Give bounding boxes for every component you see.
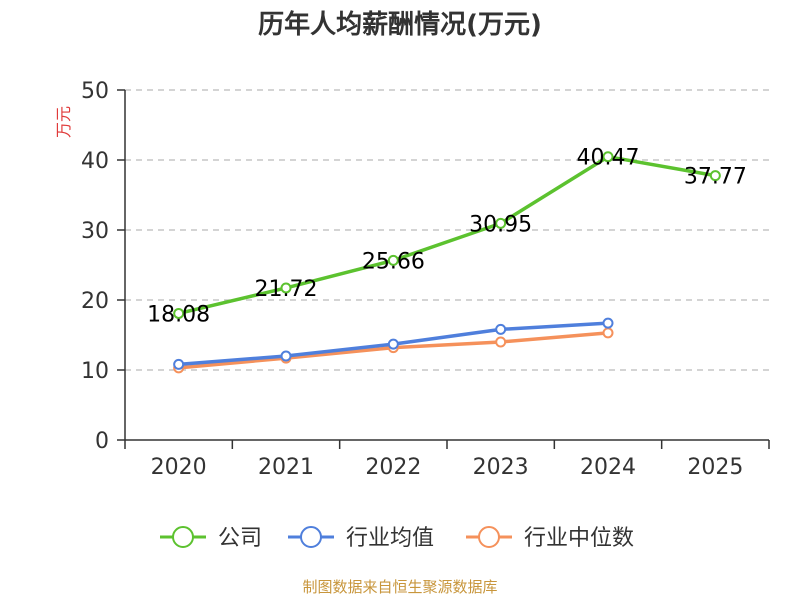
y-axis-label: 万元 xyxy=(54,106,73,138)
data-point xyxy=(387,254,399,266)
data-label: 30.95 xyxy=(469,212,532,237)
data-point xyxy=(709,170,721,182)
y-tick-label: 50 xyxy=(81,79,109,104)
data-label: 40.47 xyxy=(577,146,640,171)
y-tick-label: 20 xyxy=(81,289,109,314)
legend-item[interactable]: 公司 xyxy=(160,526,262,551)
legend-item[interactable]: 行业中位数 xyxy=(466,526,634,551)
data-point xyxy=(173,307,185,319)
data-point xyxy=(280,350,292,362)
data-label: 21.72 xyxy=(255,277,318,302)
x-tick-label: 2025 xyxy=(687,455,743,480)
data-labels: 18.08 21.72 25.66 30.95 40.47 37.77 xyxy=(147,146,747,328)
data-point xyxy=(280,282,292,294)
grid-lines xyxy=(125,89,769,371)
x-tick-label: 2021 xyxy=(258,455,314,480)
legend-item[interactable]: 行业均值 xyxy=(288,526,434,551)
data-point xyxy=(173,358,185,370)
series-2 xyxy=(173,327,614,374)
series-0 xyxy=(173,151,721,319)
axes: 0 10 20 30 40 50 2020 2021 2022 2023 2024 2025 xyxy=(81,79,770,480)
data-label: 37.77 xyxy=(684,165,747,190)
y-tick-label: 40 xyxy=(81,149,109,174)
legend-marker xyxy=(172,526,194,548)
data-label: 18.08 xyxy=(147,302,210,327)
data-point xyxy=(495,323,507,335)
y-tick-label: 0 xyxy=(95,429,109,454)
y-tick-label: 10 xyxy=(81,359,109,384)
legend-label: 公司 xyxy=(218,526,262,551)
legend: 公司 行业均值 行业中位数 xyxy=(160,526,634,551)
data-point xyxy=(602,327,614,339)
legend-marker xyxy=(300,526,322,548)
x-tick-label: 2024 xyxy=(580,455,636,480)
series-1 xyxy=(173,317,614,370)
legend-label: 行业中位数 xyxy=(524,526,634,551)
x-tick-label: 2020 xyxy=(151,455,207,480)
data-point xyxy=(387,338,399,350)
data-point xyxy=(602,317,614,329)
legend-label: 行业均值 xyxy=(346,526,434,551)
legend-marker xyxy=(478,526,500,548)
data-point xyxy=(602,151,614,163)
series-group xyxy=(173,151,721,374)
data-point xyxy=(495,336,507,348)
series-line xyxy=(176,154,718,316)
chart-title: 历年人均薪酬情况(万元) xyxy=(258,9,542,40)
source-note: 制图数据来自恒生聚源数据库 xyxy=(302,578,497,596)
x-tick-label: 2023 xyxy=(473,455,529,480)
data-label: 25.66 xyxy=(362,249,425,274)
y-tick-label: 30 xyxy=(81,219,109,244)
x-tick-label: 2022 xyxy=(365,455,421,480)
data-point xyxy=(495,217,507,229)
